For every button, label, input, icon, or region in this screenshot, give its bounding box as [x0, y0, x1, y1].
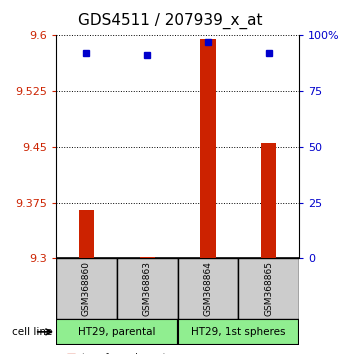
Bar [56, 319, 177, 345]
Bar [261, 143, 276, 258]
Bar [56, 258, 117, 319]
Text: GSM368864: GSM368864 [204, 261, 212, 316]
Text: HT29, 1st spheres: HT29, 1st spheres [191, 327, 286, 337]
Bar [238, 258, 299, 319]
Bar [117, 258, 177, 319]
Bar [140, 257, 155, 258]
Bar [201, 39, 216, 258]
Text: GSM368860: GSM368860 [82, 261, 91, 316]
Legend: transformed count, percentile rank within the sample: transformed count, percentile rank withi… [67, 353, 235, 354]
Text: GDS4511 / 207939_x_at: GDS4511 / 207939_x_at [78, 12, 262, 29]
Bar [79, 210, 94, 258]
Text: cell line: cell line [12, 327, 53, 337]
Bar [177, 258, 238, 319]
Text: GSM368865: GSM368865 [264, 261, 273, 316]
Text: GSM368863: GSM368863 [143, 261, 152, 316]
Text: HT29, parental: HT29, parental [78, 327, 156, 337]
Bar [177, 319, 299, 345]
